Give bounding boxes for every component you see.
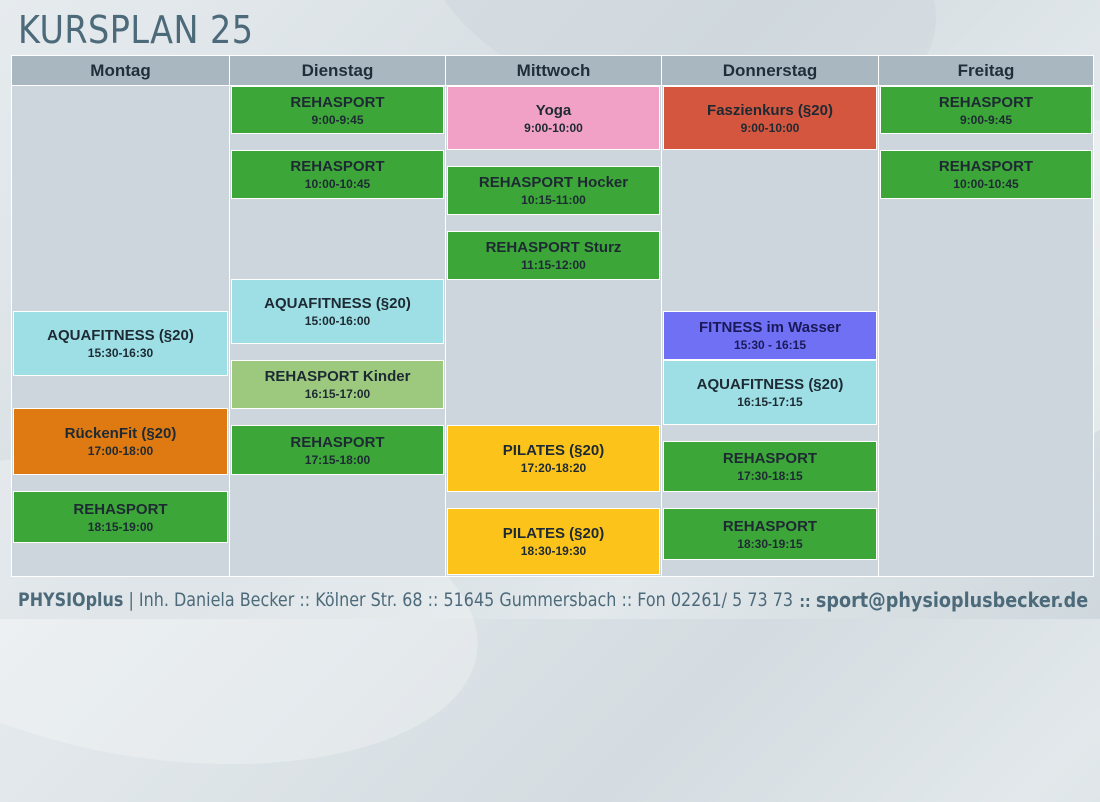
day-header: Mittwoch	[446, 56, 661, 86]
course-time: 16:15-17:00	[304, 387, 371, 401]
course-time: 17:15-18:00	[304, 452, 371, 467]
page-title: KURSPLAN 25	[18, 8, 254, 52]
course-time: 16:15-17:15	[737, 395, 803, 409]
course-time: 10:15-11:00	[521, 193, 586, 207]
course-time: 17:30-18:15	[737, 469, 803, 483]
course-time: 15:30 - 16:15	[733, 338, 807, 352]
brand-name: PHYSIOplus	[18, 589, 124, 611]
course-time: 17:20-18:20	[520, 461, 587, 475]
day-header: Montag	[12, 56, 229, 86]
day-column-dienstag: Dienstag REHASPORT 9:00-9:45 REHASPORT 1…	[229, 56, 445, 576]
footer-separator: ::	[799, 592, 811, 611]
course-time: 9:00-9:45	[959, 112, 1013, 127]
course-name: REHASPORT	[73, 500, 168, 518]
course-block: REHASPORT 18:30-19:15	[663, 508, 877, 560]
course-block: REHASPORT 9:00-9:45	[231, 86, 444, 134]
day-column-mittwoch: Mittwoch Yoga 9:00-10:00 REHASPORT Hocke…	[445, 56, 661, 576]
course-name: REHASPORT	[290, 433, 385, 451]
course-block: AQUAFITNESS (§20) 16:15-17:15	[663, 360, 877, 425]
course-name: AQUAFITNESS (§20)	[264, 295, 411, 312]
course-name: REHASPORT	[290, 158, 385, 175]
course-name: REHASPORT	[938, 93, 1034, 111]
course-name: RückenFit (§20)	[64, 425, 177, 442]
course-time: 17:00-18:00	[87, 444, 154, 458]
footer-contact: PHYSIOplus | Inh. Daniela Becker :: Köln…	[18, 589, 793, 611]
course-name: AQUAFITNESS (§20)	[696, 376, 844, 393]
course-time: 18:30-19:30	[520, 544, 587, 558]
course-name: FITNESS im Wasser	[699, 319, 841, 336]
day-header: Freitag	[879, 56, 1093, 86]
email-link[interactable]: sport@physioplusbecker.de	[815, 588, 1088, 612]
footer-address: | Inh. Daniela Becker :: Kölner Str. 68 …	[123, 589, 794, 611]
day-column-montag: Montag AQUAFITNESS (§20) 15:30-16:30 Rüc…	[12, 56, 229, 576]
course-block: RückenFit (§20) 17:00-18:00	[13, 408, 228, 475]
schedule-grid: Montag AQUAFITNESS (§20) 15:30-16:30 Rüc…	[11, 55, 1094, 577]
course-name: REHASPORT	[938, 158, 1034, 175]
course-name: PILATES (§20)	[502, 525, 605, 542]
course-time: 10:00-10:45	[304, 177, 371, 191]
course-block: REHASPORT 18:15-19:00	[13, 491, 228, 543]
course-name: REHASPORT	[722, 517, 818, 535]
course-block: REHASPORT Sturz 11:15-12:00	[447, 231, 660, 280]
course-block: PILATES (§20) 18:30-19:30	[447, 508, 660, 575]
course-time: 9:00-10:00	[524, 120, 583, 135]
course-time: 15:00-16:00	[304, 314, 371, 328]
footer-email-block: :: sport@physioplusbecker.de	[799, 588, 1088, 612]
footer: PHYSIOplus | Inh. Daniela Becker :: Köln…	[18, 586, 1088, 614]
course-name: AQUAFITNESS (§20)	[47, 327, 194, 344]
course-name: REHASPORT	[722, 450, 818, 467]
course-block: REHASPORT 17:30-18:15	[663, 441, 877, 492]
course-time: 15:30-16:30	[87, 346, 154, 360]
course-name: REHASPORT Sturz	[485, 239, 622, 256]
course-name: REHASPORT	[290, 93, 385, 111]
day-header: Donnerstag	[662, 56, 878, 86]
course-block: AQUAFITNESS (§20) 15:30-16:30	[13, 311, 228, 376]
course-block: PILATES (§20) 17:20-18:20	[447, 425, 660, 492]
course-name: REHASPORT Hocker	[478, 174, 629, 191]
course-block: REHASPORT 10:00-10:45	[880, 150, 1092, 199]
course-time: 18:30-19:15	[737, 536, 803, 551]
day-column-freitag: Freitag REHASPORT 9:00-9:45 REHASPORT 10…	[878, 56, 1093, 576]
course-block: REHASPORT Kinder 16:15-17:00	[231, 360, 444, 409]
course-block: REHASPORT Hocker 10:15-11:00	[447, 166, 660, 215]
course-name: PILATES (§20)	[502, 442, 605, 459]
course-name: Faszienkurs (§20)	[707, 101, 833, 119]
course-block: REHASPORT 9:00-9:45	[880, 86, 1092, 134]
course-time: 18:15-19:00	[87, 519, 154, 534]
course-block: Faszienkurs (§20) 9:00-10:00	[663, 86, 877, 150]
course-block: REHASPORT 10:00-10:45	[231, 150, 444, 199]
course-name: REHASPORT Kinder	[264, 368, 411, 385]
course-time: 10:00-10:45	[953, 177, 1019, 191]
course-block: REHASPORT 17:15-18:00	[231, 425, 444, 475]
course-block: AQUAFITNESS (§20) 15:00-16:00	[231, 279, 444, 344]
day-header: Dienstag	[230, 56, 445, 86]
course-time: 11:15-12:00	[521, 258, 586, 272]
course-name: Yoga	[535, 101, 572, 119]
course-time: 9:00-9:45	[311, 112, 364, 127]
course-time: 9:00-10:00	[740, 120, 800, 135]
course-block: Yoga 9:00-10:00	[447, 86, 660, 150]
day-column-donnerstag: Donnerstag Faszienkurs (§20) 9:00-10:00 …	[661, 56, 878, 576]
course-block: FITNESS im Wasser 15:30 - 16:15	[663, 311, 877, 360]
